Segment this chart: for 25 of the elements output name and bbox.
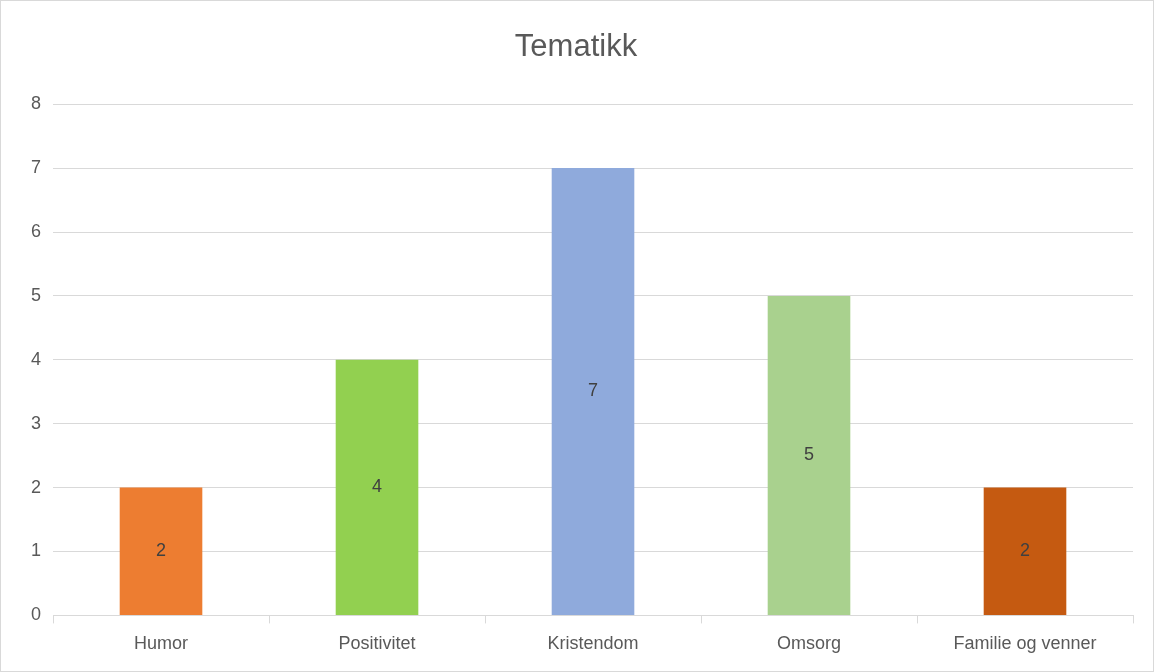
y-tick-label: 0 bbox=[31, 604, 42, 625]
chart-title: Tematikk bbox=[514, 28, 638, 64]
y-tick-label: 7 bbox=[31, 157, 42, 178]
x-tick-label: Omsorg bbox=[777, 633, 842, 654]
y-tick-label: 2 bbox=[31, 476, 42, 497]
bar bbox=[767, 295, 851, 615]
y-tick-label: 8 bbox=[31, 93, 42, 114]
y-tick-label: 4 bbox=[31, 348, 42, 369]
bar bbox=[335, 359, 419, 615]
bar bbox=[983, 487, 1067, 615]
data-label: 2 bbox=[1019, 540, 1031, 561]
data-label: 4 bbox=[372, 476, 383, 497]
y-tick-label: 3 bbox=[31, 412, 42, 433]
data-label: 5 bbox=[804, 444, 815, 465]
data-label: 7 bbox=[588, 380, 599, 401]
y-tick-label: 6 bbox=[31, 220, 42, 241]
x-tick-label: Humor bbox=[134, 633, 189, 654]
x-tick-label: Kristendom bbox=[547, 633, 639, 654]
y-tick-label: 5 bbox=[31, 284, 42, 305]
bar bbox=[551, 168, 635, 615]
y-tick-label: 1 bbox=[31, 540, 42, 561]
x-tick-label: Familie og venner bbox=[953, 633, 1097, 654]
data-label: 2 bbox=[156, 540, 167, 561]
x-tick-label: Positivitet bbox=[338, 633, 416, 654]
bar bbox=[119, 487, 203, 615]
